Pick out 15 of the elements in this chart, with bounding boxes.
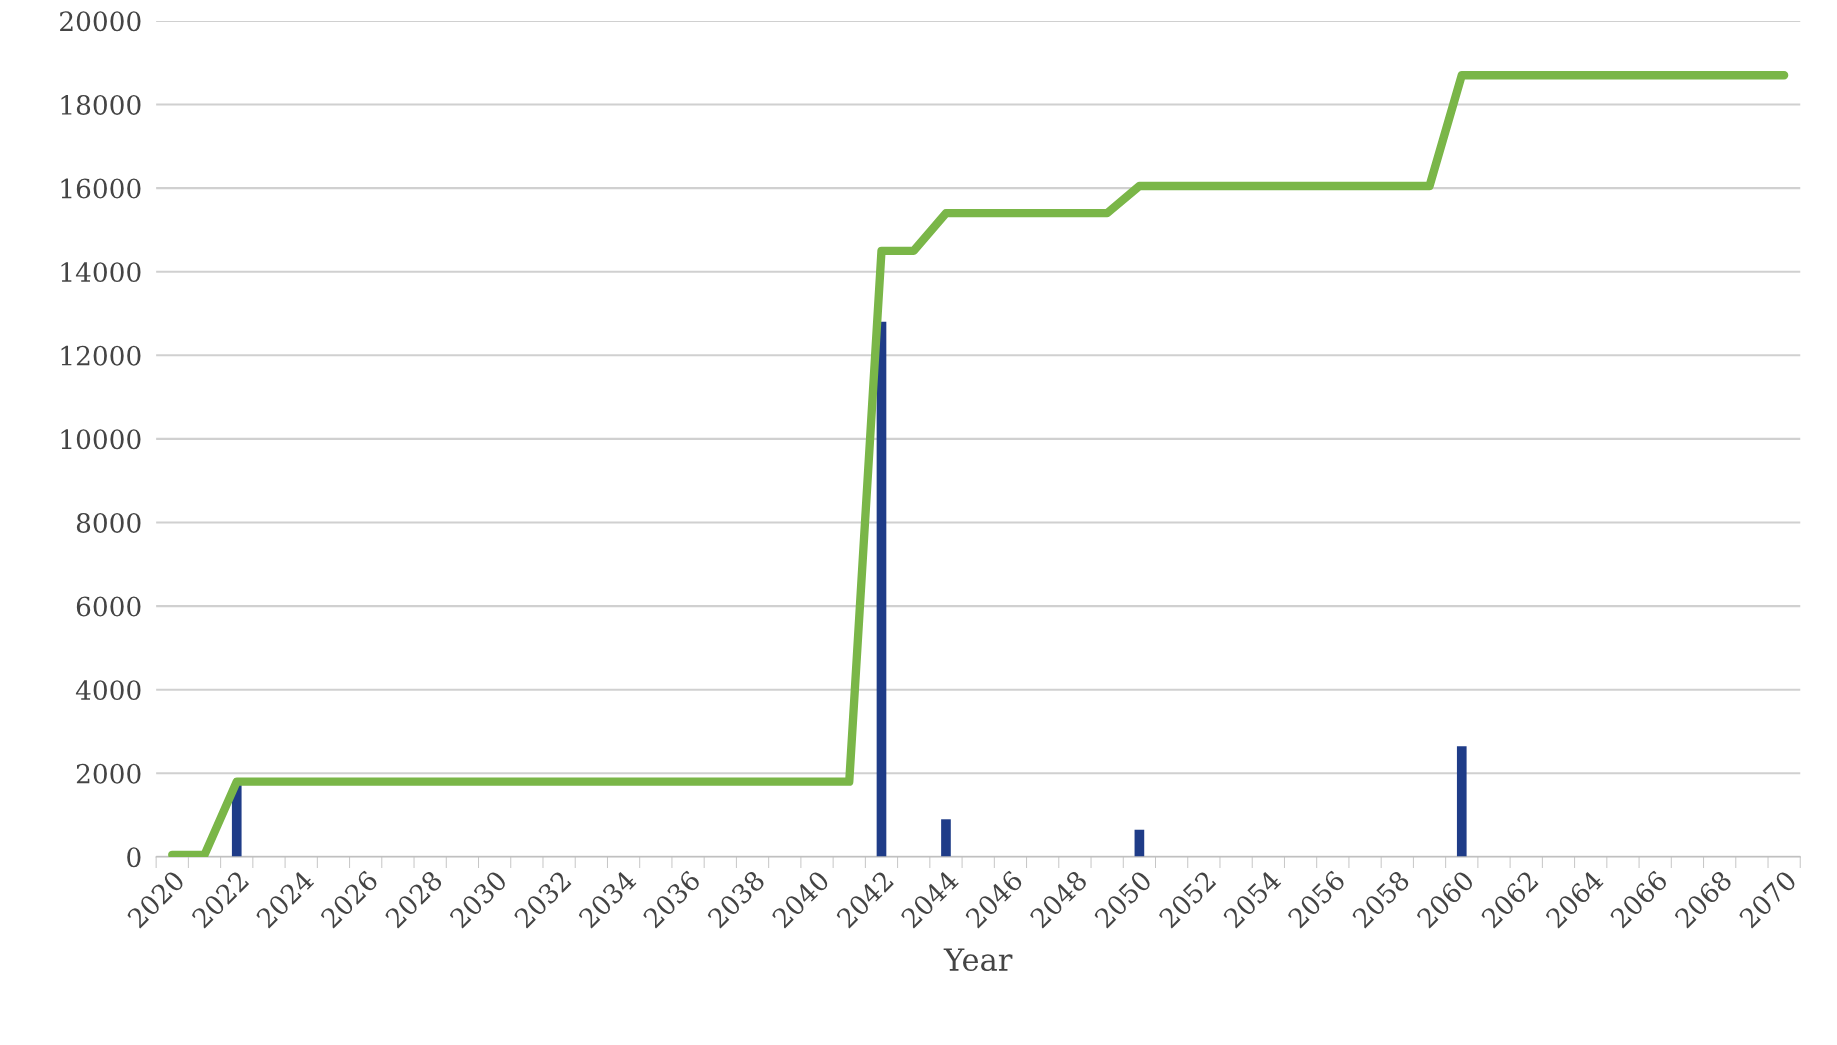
y-tick-label: 16000 bbox=[61, 178, 141, 199]
y-tick-label: 6000 bbox=[76, 596, 141, 617]
bar bbox=[876, 321, 887, 857]
y-tick-label: 4000 bbox=[75, 680, 141, 701]
y-tick-label: 12000 bbox=[61, 345, 141, 366]
y-tick-label: 20000 bbox=[60, 11, 141, 32]
y-tick-label: 2000 bbox=[76, 763, 141, 784]
x-axis-title: Year bbox=[943, 948, 1013, 972]
y-tick-label: 10000 bbox=[61, 429, 141, 450]
y-tick-label: 14000 bbox=[61, 262, 141, 283]
y-tick-label: 0 bbox=[127, 847, 141, 868]
bar bbox=[941, 819, 951, 857]
y-tick-label: 8000 bbox=[76, 512, 141, 533]
bar bbox=[1456, 746, 1467, 857]
y-tick-label: 18000 bbox=[61, 94, 141, 115]
